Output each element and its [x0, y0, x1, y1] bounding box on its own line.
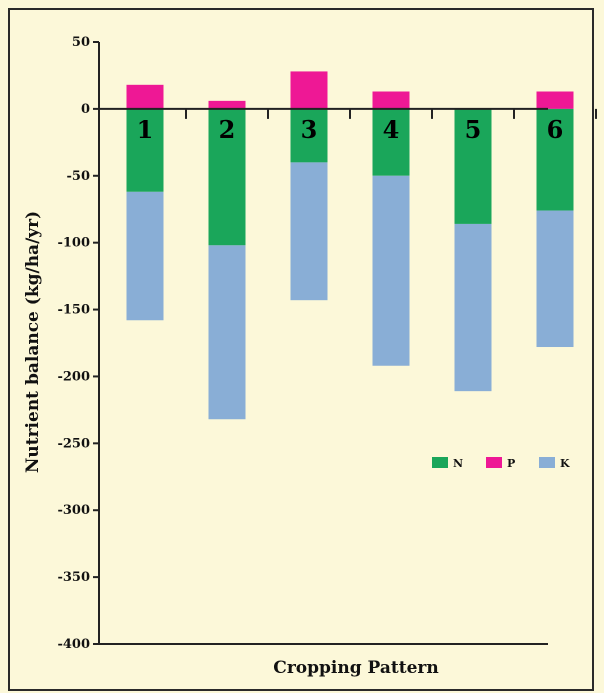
category-label-5: 5 — [465, 115, 482, 144]
bar-n-5 — [454, 108, 492, 224]
x-axis-title: Cropping Pattern — [273, 658, 438, 678]
bar-k-3 — [290, 162, 328, 301]
bars-group — [126, 71, 574, 420]
bar-p-4 — [372, 91, 410, 109]
category-label-1: 1 — [137, 115, 154, 144]
bar-k-6 — [536, 210, 574, 348]
y-ticks-group: 50 0 -50 -100 -150 -200 -250 -300 -350 -400 — [57, 35, 99, 652]
legend-swatch-k — [539, 457, 555, 468]
y-tick-label: -400 — [57, 637, 90, 652]
y-tick-label: -100 — [57, 236, 90, 251]
legend-label-n: N — [453, 457, 463, 470]
y-tick-label: -250 — [57, 436, 90, 451]
bar-p-3 — [290, 71, 328, 109]
bar-k-5 — [454, 223, 492, 392]
category-label-6: 6 — [547, 115, 564, 144]
bar-n-4 — [372, 108, 410, 176]
chart-frame — [8, 8, 594, 691]
category-labels-group: 1 2 3 4 5 6 — [137, 115, 564, 144]
x-ticks-group — [185, 108, 597, 119]
y-tick-label: -150 — [57, 303, 90, 318]
y-tick-label: -50 — [67, 169, 91, 184]
bar-k-4 — [372, 175, 410, 366]
category-label-3: 3 — [301, 115, 318, 144]
category-label-4: 4 — [383, 115, 400, 144]
legend-swatch-n — [432, 457, 448, 468]
legend-label-k: K — [560, 457, 570, 470]
y-tick-label: -350 — [57, 570, 90, 585]
y-tick-label: -200 — [57, 369, 90, 384]
category-label-2: 2 — [219, 115, 236, 144]
bar-n-3 — [290, 108, 328, 163]
bar-k-2 — [208, 245, 246, 420]
legend-label-p: P — [507, 457, 515, 470]
y-tick-label: 50 — [72, 35, 90, 50]
y-tick-label: 0 — [81, 102, 90, 117]
y-axis-title: Nutrient balance (kg/ha/yr) — [23, 211, 43, 473]
bar-p-1 — [126, 84, 164, 109]
bar-p-6 — [536, 91, 574, 109]
bar-n-1 — [126, 108, 164, 192]
bar-n-2 — [208, 108, 246, 246]
y-tick-label: -300 — [57, 503, 90, 518]
legend-swatch-p — [486, 457, 502, 468]
bar-n-6 — [536, 108, 574, 211]
bar-k-1 — [126, 191, 164, 321]
bar-p-2 — [208, 100, 246, 109]
